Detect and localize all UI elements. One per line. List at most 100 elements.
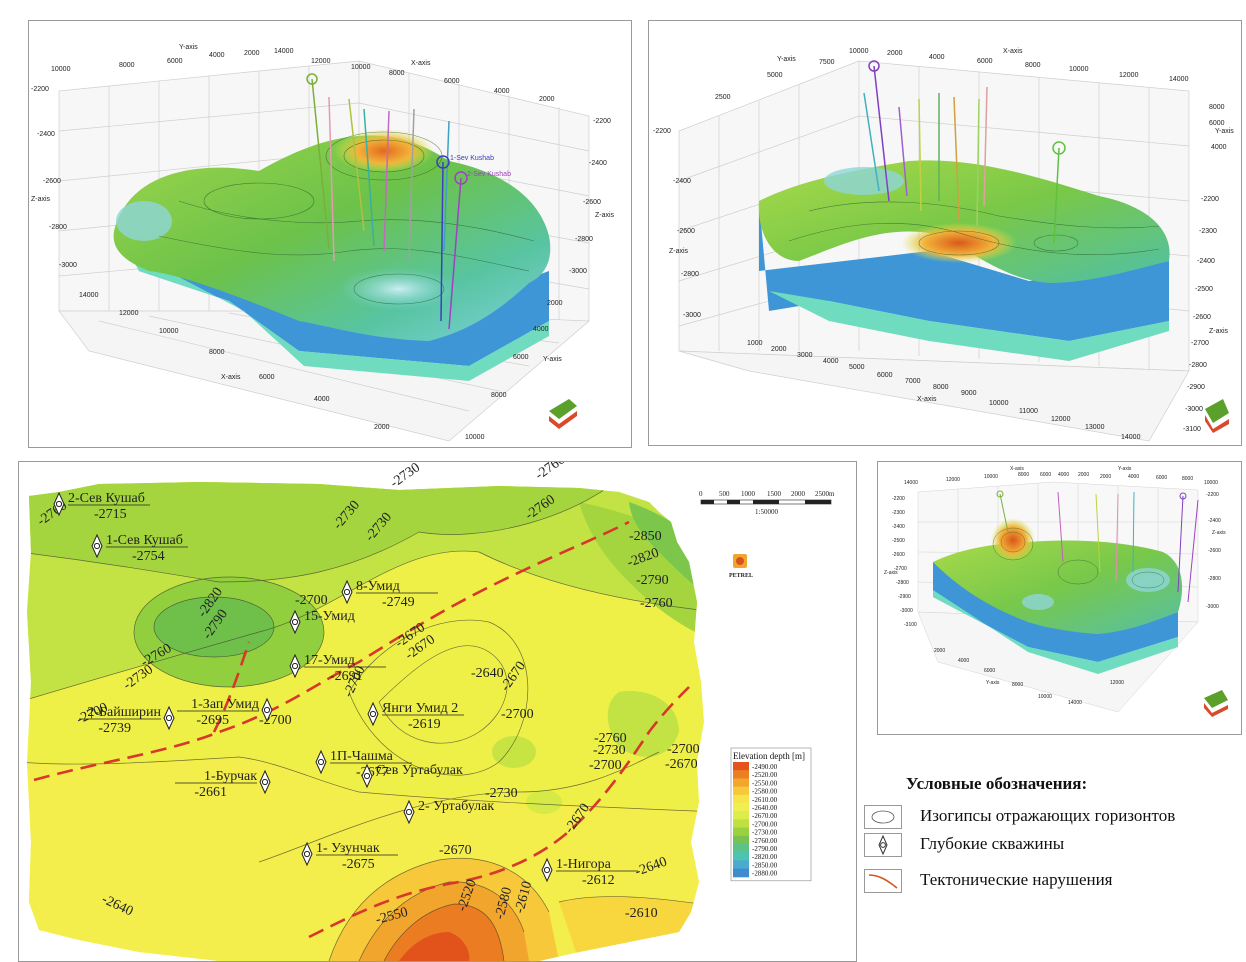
3d-view-b-x-tick: 2000 (887, 50, 903, 57)
3d-view-b-y-axis-label-right: Y-axis (1215, 128, 1234, 135)
well-symbol-center (303, 850, 311, 858)
3d-view-c-y-tick-bottom: 2000 (934, 648, 945, 654)
fault-symbol-icon (864, 869, 902, 893)
contour-value-label: -2700 (501, 707, 534, 722)
3d-view-b-z-tick-left: -2200 (653, 128, 671, 135)
well-symbol-center (369, 710, 377, 718)
contour-value-label: -2670 (665, 757, 698, 772)
3d-view-a-x-tick-bottom: 8000 (209, 349, 225, 356)
well-marker: Янги Умид 2-2619 (367, 701, 464, 732)
well-depth-label: -2691 (330, 669, 363, 684)
3d-view-c-canvas: X-axis Y-axis 14000 12000 10000 8000 600… (884, 466, 1228, 717)
scale-tick-1000: 1000 (741, 490, 756, 498)
3d-view-a[interactable]: 1-Sev Kushab 2-Sev Kushab Y-axis 10000 8… (28, 20, 632, 448)
3d-view-c-z-tick-right: -2400 (1208, 518, 1221, 524)
3d-view-c-z-tick-left: -2600 (892, 552, 905, 558)
well-symbol-center (165, 714, 173, 722)
3d-view-c-z-tick-left: -2700 (894, 566, 907, 572)
contour-value-label: -2700 (589, 758, 622, 773)
3d-view-b-z-tick-right: -2800 (1189, 362, 1207, 369)
3d-view-a-well-label-1: 1-Sev Kushab (450, 155, 494, 162)
contour-map-canvas: -2760-2730-2760 -2730 -2730-2760-2850-2820… (27, 462, 835, 961)
well-name-label: 1П-Чашма (330, 749, 394, 764)
3d-view-c-z-tick-left: -2900 (898, 594, 911, 600)
colorbar-value-label: -2640.00 (752, 804, 778, 812)
3d-view-a-x-tick: 8000 (389, 70, 405, 77)
3d-view-b-x-tick: 8000 (1025, 62, 1041, 69)
well-symbol-center (343, 588, 351, 596)
legend-item-faults: Тектонические нарушения (864, 868, 1246, 894)
3d-view-c-y-axis-label: Y-axis (1118, 466, 1132, 472)
3d-view-b-z-tick-left: -2800 (681, 271, 699, 278)
3d-view-c[interactable]: X-axis Y-axis 14000 12000 10000 8000 600… (877, 461, 1242, 735)
3d-view-c-z-tick-right: -2600 (1208, 548, 1221, 554)
3d-view-b-x-tick-bottom: 10000 (989, 400, 1009, 407)
3d-view-c-y-tick-bottom: 6000 (984, 668, 995, 674)
3d-view-a-z-tick-left: -3000 (59, 262, 77, 269)
well-depth-label: -2675 (342, 857, 375, 872)
well-symbol-icon (864, 833, 902, 857)
3d-view-b[interactable]: Y-axis 2500 5000 7500 10000 X-axis 2000 … (648, 20, 1242, 446)
3d-view-b-z-tick-right: -2700 (1191, 340, 1209, 347)
3d-view-b-axis-text: Y-axis 2500 5000 7500 10000 X-axis 2000 … (653, 48, 1234, 441)
contour-value-label: -2730 (485, 786, 518, 801)
structure-contour-map[interactable]: -2760 -2730 -2760 -2730 -2730 -2760 -2850 -2820… (18, 461, 857, 962)
contour-value-label: -2700 (667, 742, 700, 757)
well-name-label: 1- Узунчак (316, 841, 380, 856)
contour-value-label: -2850 (629, 529, 662, 544)
3d-view-a-x-tick: 12000 (311, 58, 331, 65)
3d-view-a-y-tick: 6000 (167, 58, 183, 65)
orientation-arrow-icon (549, 399, 577, 429)
3d-view-a-x-tick-bottom: 10000 (159, 328, 179, 335)
contour-value-label: -2670 (439, 843, 472, 858)
3d-view-b-z-axis-label-left: Z-axis (669, 248, 689, 255)
well-symbol-center (263, 706, 271, 714)
3d-view-b-canvas: Y-axis 2500 5000 7500 10000 X-axis 2000 … (653, 48, 1234, 442)
well-name-label: 8-Умид (356, 579, 400, 594)
3d-view-b-x-tick-bottom: 2000 (771, 346, 787, 353)
colorbar-swatch (733, 860, 749, 870)
legend-item-label: Тектонические нарушения (920, 870, 1113, 889)
3d-view-c-y-axis-label-bottom: Y-axis (986, 680, 1000, 686)
3d-view-c-x-tick: 12000 (946, 477, 960, 483)
well-marker: 17-Умид-2691 (289, 653, 386, 684)
3d-view-a-axis-text: Y-axis 10000 8000 6000 4000 2000 14000 X… (31, 44, 615, 441)
colorbar-swatch (733, 786, 749, 796)
3d-view-a-z-tick-left: -2400 (37, 131, 55, 138)
colorbar-swatch (733, 762, 749, 771)
3d-view-b-x-tick: 4000 (929, 54, 945, 61)
colorbar-swatch (733, 868, 749, 878)
3d-view-b-x-axis-label-bottom: X-axis (917, 396, 937, 403)
3d-view-c-y-tick: 4000 (1128, 474, 1139, 480)
3d-view-c-z-tick-right: -2200 (1206, 492, 1219, 498)
contour-value-label: -2760 (533, 462, 568, 483)
3d-view-c-y-tick: 2000 (1100, 474, 1111, 480)
3d-view-a-z-axis-label-left: Z-axis (31, 196, 51, 203)
contour-value-label: -2640 (471, 666, 504, 681)
3d-view-c-z-tick-left: -2400 (892, 524, 905, 530)
colorbar-value-label: -2820.00 (752, 853, 778, 861)
3d-view-c-z-tick-right: -3000 (1206, 604, 1219, 610)
colorbar-swatch (733, 770, 749, 779)
3d-view-b-x-tick: 14000 (1169, 76, 1189, 83)
3d-view-c-x-tick: 2000 (1078, 472, 1089, 478)
colorbar-value-label: -2760.00 (752, 837, 778, 845)
3d-view-b-body (758, 160, 1170, 361)
colorbar-value-label: -2610.00 (752, 796, 778, 804)
colorbar-value-label: -2880.00 (752, 870, 778, 878)
3d-view-a-y-tick-bottom: 6000 (513, 354, 529, 361)
3d-view-c-x-tick: 10000 (984, 474, 998, 480)
well-symbol-center (291, 662, 299, 670)
tectonic-faults (33, 520, 690, 939)
well-marker: 1- Узунчак-2675 (301, 841, 398, 872)
3d-view-b-y-axis-label: Y-axis (777, 56, 796, 63)
3d-view-a-z-tick-left: -2800 (49, 224, 67, 231)
well-marker: 1П-Чашма-2677 (315, 749, 412, 780)
colorbar-value-label: -2520.00 (752, 771, 778, 779)
scale-tick-2500m: 2500m (815, 490, 835, 498)
scale-tick-0: 0 (699, 490, 703, 498)
well-marker: 1-Нигора-2612 (541, 857, 638, 888)
elevation-colorbar: Elevation depth [m] -2490.00-2520.00-255… (730, 747, 812, 882)
contour-value-label: -2730 (593, 743, 626, 758)
3d-view-a-z-tick-left: -2200 (31, 86, 49, 93)
